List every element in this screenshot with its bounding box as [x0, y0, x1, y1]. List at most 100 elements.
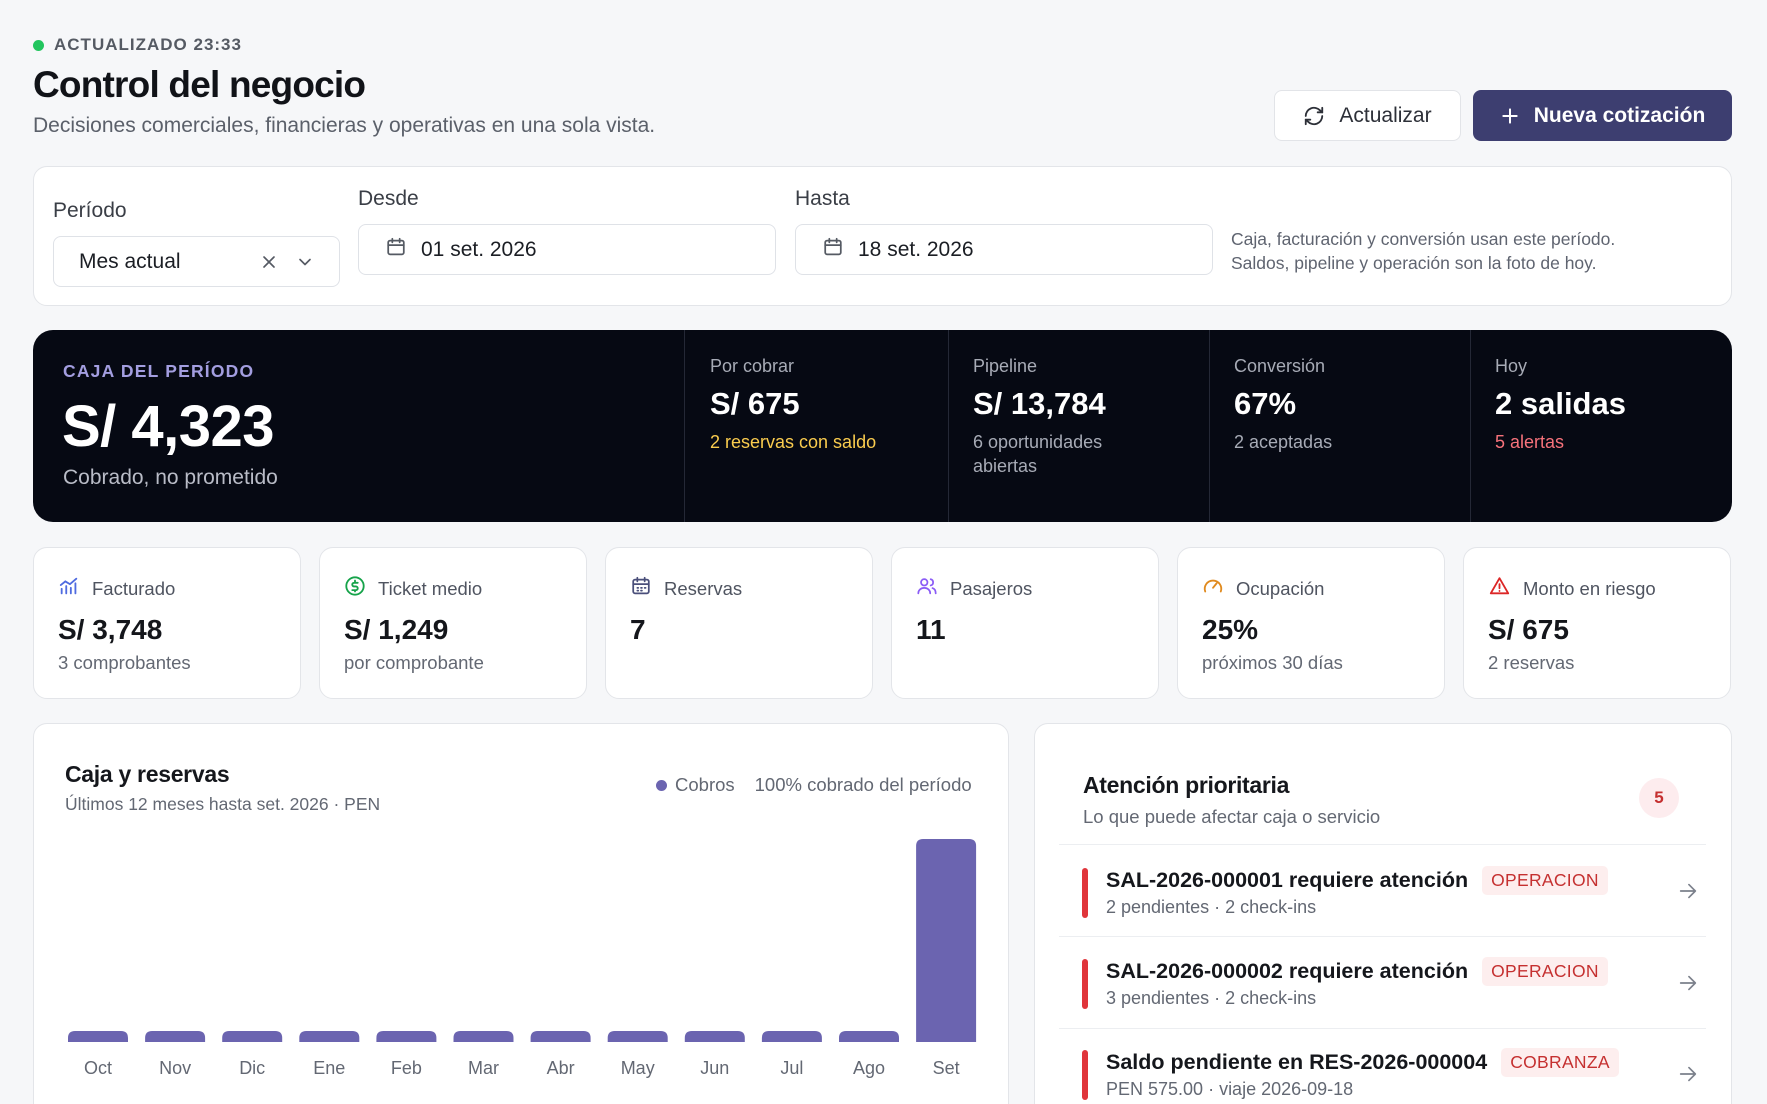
- chart-title: Caja y reservas: [65, 761, 230, 787]
- update-status: ACTUALIZADO 23:33: [33, 35, 242, 55]
- arrow-right-icon[interactable]: [1677, 972, 1699, 999]
- metric-value: 2 salidas: [1495, 386, 1626, 421]
- period-note-line2: Saldos, pipeline y operación son la foto…: [1231, 253, 1597, 273]
- metric-label: Hoy: [1495, 356, 1528, 376]
- hero-cash-sub: Cobrado, no prometido: [63, 466, 278, 489]
- attention-count-badge: 5: [1639, 778, 1679, 818]
- attention-item-title: SAL-2026-000001 requiere atención: [1106, 868, 1469, 892]
- arrow-right-icon[interactable]: [1677, 1063, 1699, 1090]
- chart-bar[interactable]: [453, 1031, 514, 1042]
- attention-item[interactable]: SAL-2026-000002 requiere atención OPERAC…: [1059, 936, 1706, 1028]
- kpi-label: Pasajeros: [950, 577, 1033, 599]
- clear-icon[interactable]: [259, 252, 279, 278]
- chevron-down-icon[interactable]: [295, 252, 315, 278]
- metric-value: S/ 675: [710, 386, 800, 421]
- x-tick-label: Jun: [700, 1058, 729, 1078]
- to-date-value: 18 set. 2026: [858, 237, 974, 261]
- cash-hero-panel: CAJA DEL PERÍODO S/ 4,323 Cobrado, no pr…: [33, 330, 1732, 522]
- kpi-value: S/ 675: [1488, 614, 1569, 645]
- to-label: Hasta: [795, 187, 850, 210]
- chart-bar[interactable]: [222, 1031, 283, 1042]
- hero-metric-receivable: Por cobrar S/ 675 2 reservas con saldo: [710, 356, 940, 454]
- x-tick-label: Oct: [84, 1058, 112, 1078]
- attention-item[interactable]: Saldo pendiente en RES-2026-000004 COBRA…: [1059, 1028, 1706, 1104]
- period-label: Período: [53, 199, 127, 222]
- period-select[interactable]: Mes actual: [53, 236, 340, 287]
- kpi-label: Reservas: [664, 577, 743, 599]
- hero-divider: [1209, 330, 1210, 522]
- period-note-line1: Caja, facturación y conversión usan este…: [1231, 229, 1616, 249]
- hero-kicker: CAJA DEL PERÍODO: [63, 361, 255, 381]
- gauge-icon: [1202, 575, 1224, 602]
- attention-subtitle: Lo que puede afectar caja o servicio: [1083, 806, 1381, 827]
- period-value: Mes actual: [79, 249, 181, 273]
- cash-bar-chart: Oct Nov Dic Ene Feb Mar Abr May Jun Jul Ago Set: [68, 839, 977, 1078]
- metric-sub: 5 alertas: [1495, 432, 1565, 452]
- kpi-label: Monto en riesgo: [1523, 577, 1656, 599]
- attention-item-sub: 3 pendientes · 2 check-ins: [1106, 988, 1317, 1008]
- metric-value: S/ 13,784: [973, 386, 1106, 421]
- chart-bar[interactable]: [839, 1031, 899, 1042]
- chart-bar[interactable]: [145, 1031, 206, 1042]
- attention-item-title: SAL-2026-000002 requiere atención: [1106, 959, 1469, 983]
- kpi-value: 25%: [1202, 614, 1259, 645]
- metric-label: Pipeline: [973, 356, 1038, 376]
- priority-indicator: [1082, 1050, 1088, 1100]
- x-tick-label: May: [621, 1058, 655, 1078]
- kpi-sub: 3 comprobantes: [58, 652, 191, 673]
- new-quote-button[interactable]: Nueva cotización: [1473, 90, 1732, 141]
- page-subtitle: Decisiones comerciales, financieras y op…: [33, 114, 656, 137]
- to-date-field[interactable]: 18 set. 2026: [795, 224, 1213, 275]
- kpi-card-billed: Facturado S/ 3,748 3 comprobantes: [33, 547, 301, 699]
- attention-item[interactable]: SAL-2026-000001 requiere atención OPERAC…: [1059, 844, 1706, 936]
- new-quote-label: Nueva cotización: [1533, 103, 1706, 127]
- metric-label: Por cobrar: [710, 356, 795, 376]
- kpi-value: S/ 1,249: [344, 614, 449, 645]
- kpi-card-ticket: Ticket medio S/ 1,249 por comprobante: [319, 547, 587, 699]
- arrow-right-icon[interactable]: [1677, 880, 1699, 907]
- x-tick-label: Jul: [780, 1058, 803, 1078]
- priority-indicator: [1082, 959, 1088, 1009]
- chart-bar[interactable]: [684, 1031, 745, 1042]
- kpi-value: S/ 3,748: [58, 614, 163, 645]
- priority-attention-card: Atención prioritaria Lo que puede afecta…: [1034, 723, 1732, 1104]
- chart-bar[interactable]: [607, 1031, 668, 1042]
- attention-item-sub: PEN 575.00 · viaje 2026-09-18: [1106, 1079, 1354, 1099]
- kpi-value: 7: [630, 614, 646, 645]
- calendar-icon: [630, 575, 652, 602]
- bar-chart-icon: [58, 575, 80, 602]
- refresh-label: Actualizar: [1339, 103, 1432, 127]
- hero-divider: [684, 330, 685, 522]
- kpi-label: Ocupación: [1236, 577, 1325, 599]
- from-date-field[interactable]: 01 set. 2026: [358, 224, 776, 275]
- hero-metric-pipeline: Pipeline S/ 13,784 6 oportunidades abier…: [973, 356, 1173, 478]
- dollar-circle-icon: [344, 575, 366, 602]
- hero-divider: [1470, 330, 1471, 522]
- kpi-label: Ticket medio: [378, 577, 483, 599]
- refresh-button[interactable]: Actualizar: [1274, 90, 1461, 141]
- x-tick-label: Dic: [239, 1058, 265, 1078]
- kpi-card-passengers: Pasajeros 11: [891, 547, 1159, 699]
- chart-bar[interactable]: [916, 839, 977, 1042]
- chart-bar[interactable]: [299, 1031, 360, 1042]
- attention-title: Atención prioritaria: [1083, 772, 1290, 798]
- chart-bar[interactable]: [68, 1031, 128, 1042]
- chart-bar[interactable]: [376, 1031, 437, 1042]
- kpi-sub: por comprobante: [344, 652, 484, 673]
- x-tick-label: Mar: [468, 1058, 499, 1078]
- hero-metric-conversion: Conversión 67% 2 aceptadas: [1234, 356, 1434, 454]
- x-tick-label: Ago: [853, 1058, 885, 1078]
- alert-triangle-icon: [1488, 575, 1511, 602]
- hero-divider: [948, 330, 949, 522]
- metric-sub: 2 aceptadas: [1234, 432, 1333, 452]
- x-tick-label: Nov: [159, 1058, 191, 1078]
- chart-subtitle: Últimos 12 meses hasta set. 2026 · PEN: [65, 794, 381, 814]
- chart-bar[interactable]: [530, 1031, 591, 1042]
- refresh-icon: [1303, 105, 1325, 127]
- kpi-card-occupancy: Ocupación 25% próximos 30 días: [1177, 547, 1445, 699]
- chart-bar[interactable]: [761, 1031, 822, 1042]
- page-title: Control del negocio: [33, 64, 366, 105]
- status-dot: [33, 39, 44, 51]
- hero-cash-value: S/ 4,323: [62, 394, 275, 459]
- legend-swatch: [656, 779, 667, 791]
